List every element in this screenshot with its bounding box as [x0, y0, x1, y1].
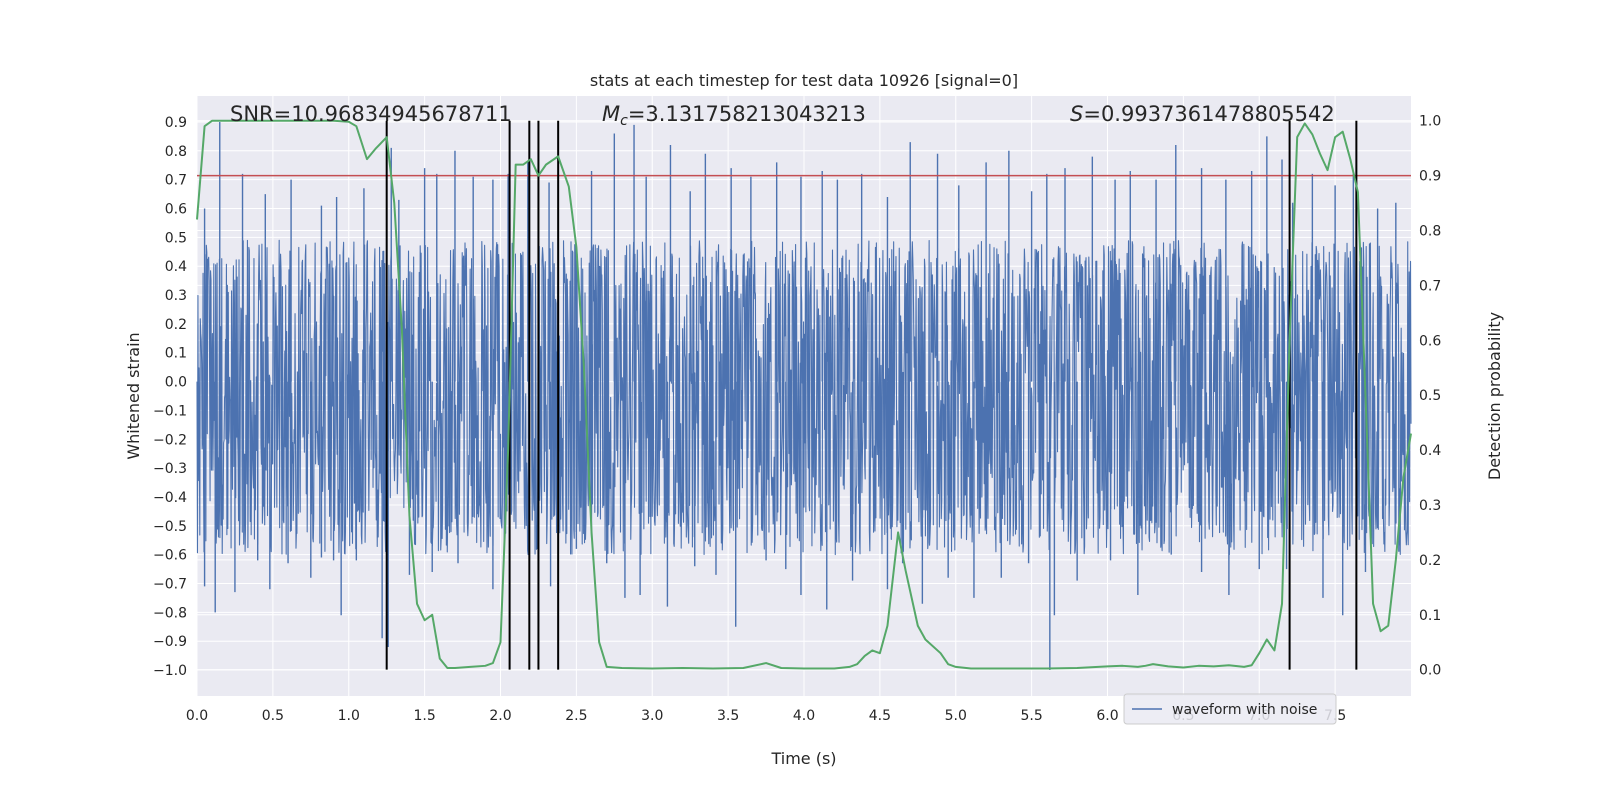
y-left-tick-label-19: −1.0	[153, 663, 187, 679]
detection-probability-line	[196, 119, 1412, 670]
y-left-tick-label-4: 0.5	[165, 230, 187, 246]
y-left-tick-label-3: 0.6	[165, 202, 187, 218]
y-right-tick-label-7: 0.3	[1419, 498, 1441, 514]
x-tick-label-5: 5.0	[945, 708, 967, 724]
y-right-tick-label-2: 0.8	[1419, 223, 1441, 239]
y-left-tick-label-16: −0.7	[153, 577, 187, 593]
mc-value: =3.131758213043213	[628, 102, 866, 126]
x-axis-label: Time (s)	[770, 749, 836, 768]
x-tick-label-0: 0.0	[186, 708, 208, 724]
s-value: =0.9937361478805542	[1083, 102, 1334, 126]
snr-annotation: SNR=10.96834945678711	[230, 102, 512, 126]
waveform-series	[196, 121, 1412, 671]
s-symbol: S	[1070, 102, 1083, 126]
y-left-tick-label-2: 0.7	[165, 173, 187, 189]
x-tick-label-2-5: 2.5	[565, 708, 587, 724]
chirp-mass-annotation: Mc=3.131758213043213	[602, 102, 866, 129]
y-left-tick-label-7: 0.2	[165, 317, 187, 333]
y-left-tick-label-9: 0.0	[165, 375, 187, 391]
x-tick-label-3-5: 3.5	[717, 708, 739, 724]
y-right-tick-label-6: 0.4	[1419, 443, 1441, 459]
legend-entry-waveform: waveform with noise	[1172, 702, 1317, 718]
probability-series	[196, 119, 1412, 670]
x-tick-label-4-5: 4.5	[869, 708, 891, 724]
mc-symbol: M	[602, 102, 620, 126]
y-left-tick-label-11: −0.2	[153, 432, 187, 448]
y-right-tick-label-10: 0.0	[1419, 663, 1441, 679]
y-left-tick-label-14: −0.5	[153, 519, 187, 535]
legend-box	[1123, 693, 1337, 725]
y-left-tick-label-13: −0.4	[153, 490, 187, 506]
y-right-tick-label-9: 0.1	[1419, 608, 1441, 624]
y-left-tick-label-18: −0.9	[153, 634, 187, 650]
overlay-lines	[197, 120, 1411, 670]
y-right-tick-label-1: 0.9	[1419, 169, 1441, 185]
x-tick-label-1: 1.0	[338, 708, 360, 724]
y-left-tick-label-10: −0.1	[153, 403, 187, 419]
x-tick-label-4: 4.0	[793, 708, 815, 724]
waveform-noise-line	[196, 239, 1412, 556]
y-left-tick-label-17: −0.8	[153, 605, 187, 621]
x-tick-label-2: 2.0	[489, 708, 511, 724]
x-tick-label-0-5: 0.5	[262, 708, 284, 724]
y-left-tick-label-5: 0.4	[165, 259, 187, 275]
x-tick-label-1-5: 1.5	[413, 708, 435, 724]
y-left-tick-label-8: 0.1	[165, 346, 187, 362]
y-axis-label-right: Detection probability	[1485, 312, 1504, 480]
y-left-tick-label-12: −0.3	[153, 461, 187, 477]
y-axis-label-left: Whitened strain	[124, 332, 143, 459]
y-left-tick-label-15: −0.6	[153, 548, 187, 564]
y-right-tick-label-5: 0.5	[1419, 388, 1441, 404]
chart-title: stats at each timestep for test data 109…	[590, 71, 1018, 90]
mc-subscript: c	[620, 113, 628, 129]
x-tick-label-3: 3.0	[641, 708, 663, 724]
y-left-tick-label-0: 0.9	[165, 115, 187, 131]
x-tick-label-5-5: 5.5	[1020, 708, 1042, 724]
y-right-tick-label-8: 0.2	[1419, 553, 1441, 569]
y-right-tick-label-4: 0.6	[1419, 333, 1441, 349]
y-left-tick-label-1: 0.8	[165, 144, 187, 160]
s-annotation: S=0.9937361478805542	[1070, 102, 1335, 126]
y-right-tick-label-3: 0.7	[1419, 278, 1441, 294]
x-tick-label-6: 6.0	[1096, 708, 1118, 724]
y-right-tick-label-0: 1.0	[1419, 114, 1441, 130]
y-left-tick-label-6: 0.3	[165, 288, 187, 304]
legend: waveform with noise	[1123, 693, 1337, 725]
